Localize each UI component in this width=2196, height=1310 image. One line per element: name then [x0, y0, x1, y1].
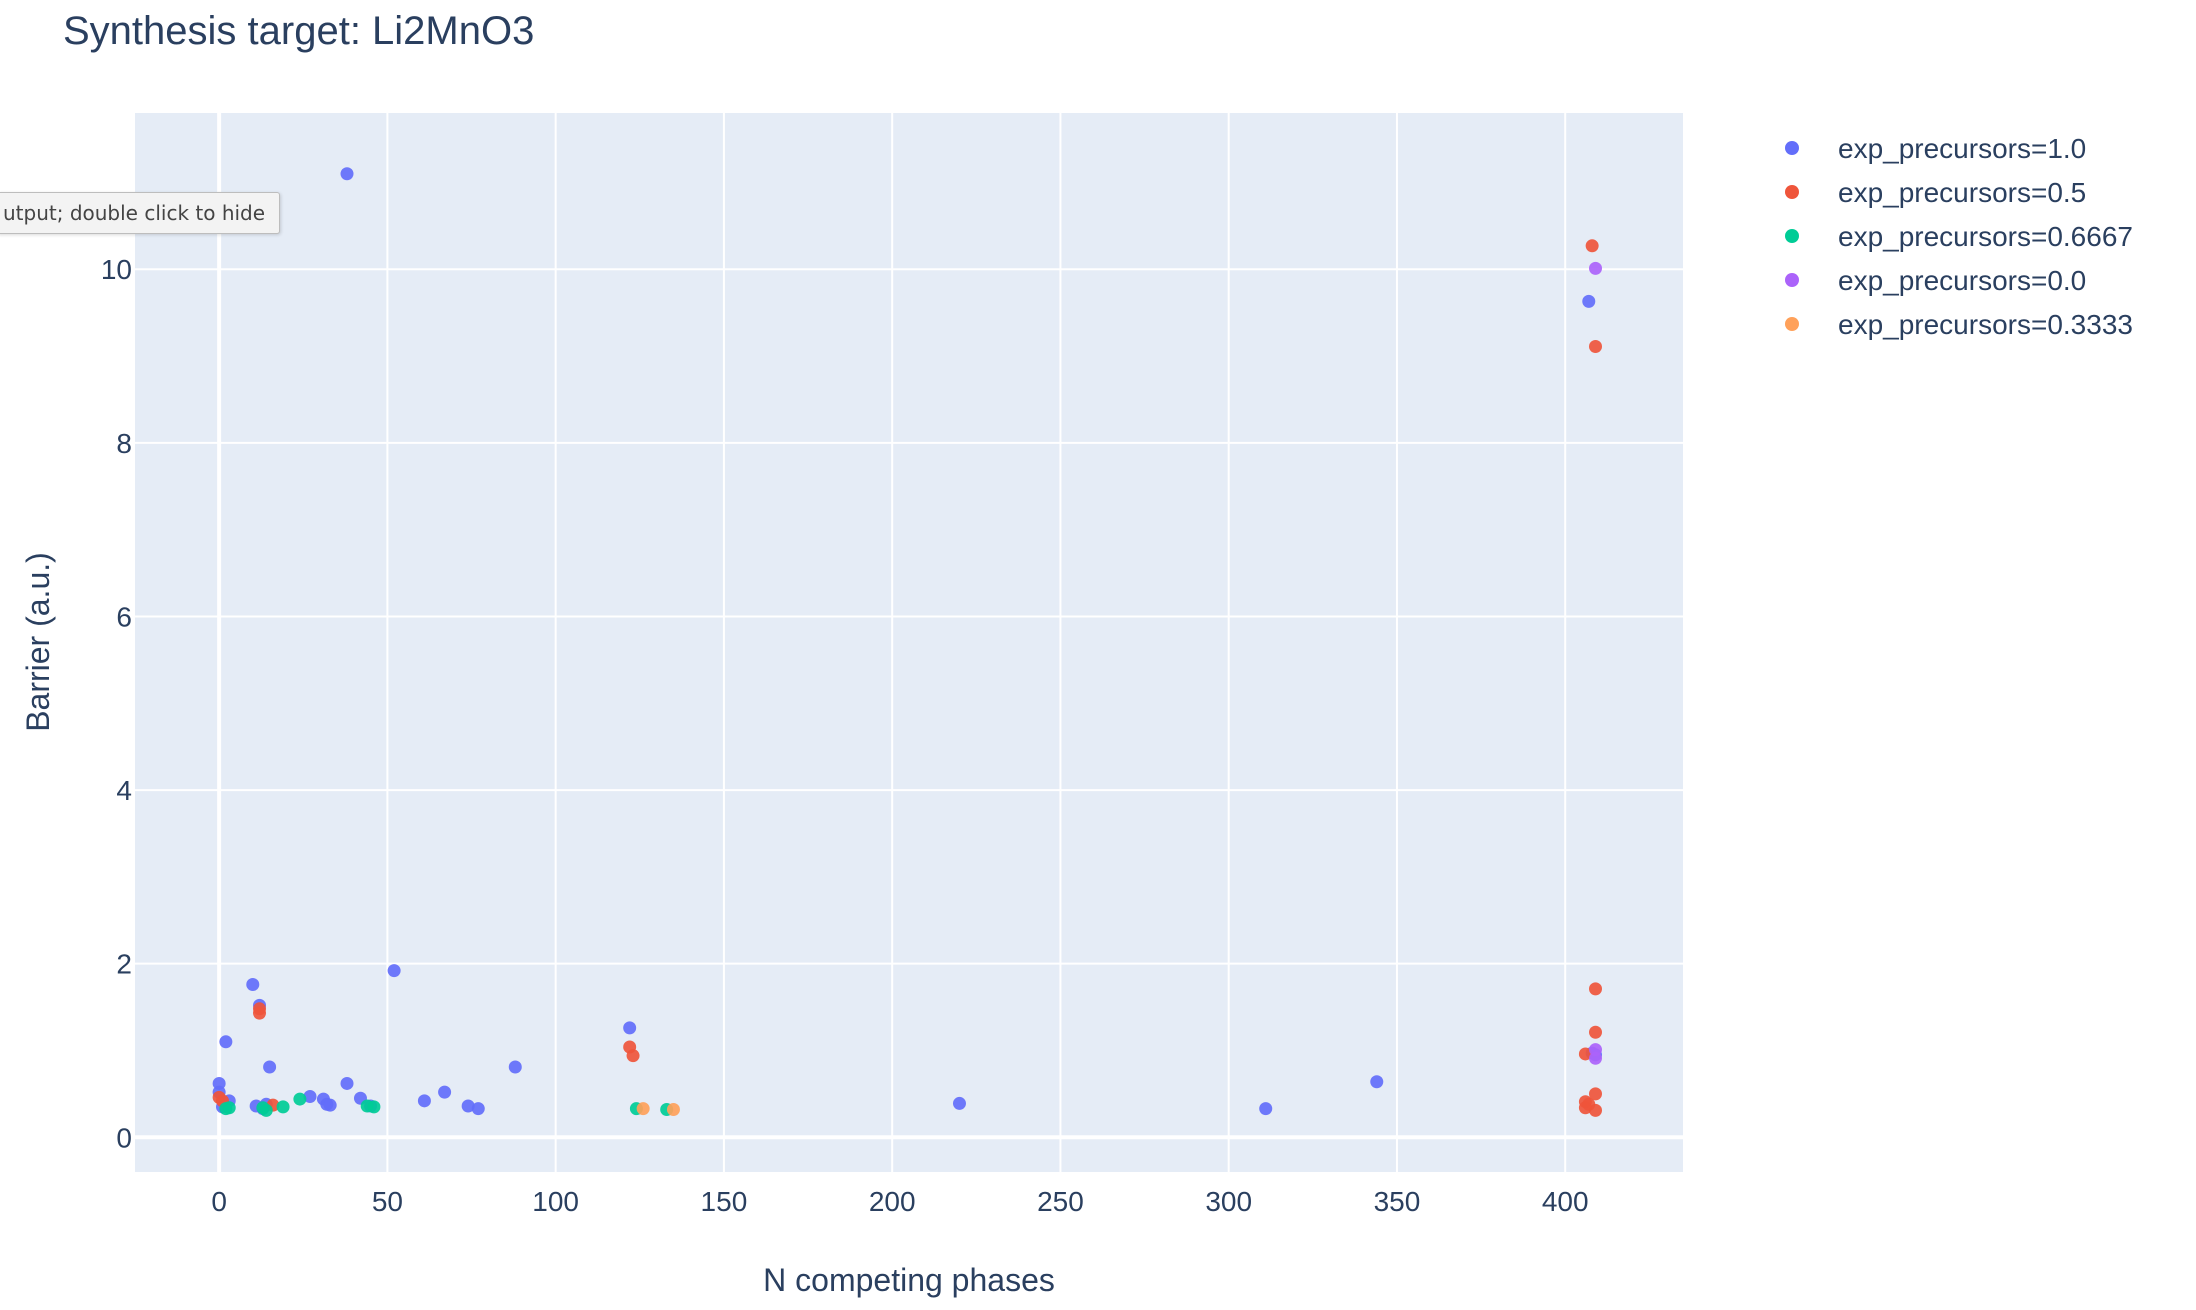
- data-points: [212, 167, 1603, 1117]
- data-point[interactable]: [417, 1094, 431, 1108]
- data-point[interactable]: [222, 1101, 236, 1115]
- data-point[interactable]: [1589, 1025, 1603, 1039]
- x-tick-label: 350: [1374, 1186, 1421, 1217]
- data-point[interactable]: [1589, 261, 1603, 275]
- data-point[interactable]: [952, 1096, 966, 1110]
- grid-lines: [135, 113, 1683, 1172]
- data-point[interactable]: [340, 167, 354, 181]
- data-point[interactable]: [387, 964, 401, 978]
- legend-marker: [1785, 317, 1799, 331]
- data-point[interactable]: [666, 1103, 680, 1117]
- data-point[interactable]: [246, 978, 260, 992]
- data-point[interactable]: [259, 1103, 273, 1117]
- data-point[interactable]: [303, 1089, 317, 1103]
- tick-labels: 0 50 100 150 200 250 300 350 400 0 2 4 6 8 10: [101, 254, 1589, 1217]
- data-point[interactable]: [1582, 294, 1596, 308]
- x-tick-label: 250: [1037, 1186, 1084, 1217]
- legend-label: exp_precursors=0.3333: [1838, 309, 2133, 340]
- data-point[interactable]: [219, 1035, 233, 1049]
- data-point[interactable]: [1578, 1047, 1592, 1061]
- y-tick-label: 0: [116, 1122, 132, 1153]
- legend-label: exp_precursors=0.6667: [1838, 221, 2133, 252]
- data-point[interactable]: [1259, 1102, 1273, 1116]
- x-tick-label: 100: [532, 1186, 579, 1217]
- legend-marker: [1785, 229, 1799, 243]
- x-tick-label: 200: [869, 1186, 916, 1217]
- legend-marker: [1785, 185, 1799, 199]
- data-point[interactable]: [626, 1049, 640, 1063]
- data-point[interactable]: [263, 1060, 277, 1074]
- data-point[interactable]: [438, 1085, 452, 1099]
- y-tick-label: 2: [116, 949, 132, 980]
- y-tick-label: 8: [116, 428, 132, 459]
- data-point[interactable]: [1370, 1075, 1384, 1089]
- data-point[interactable]: [471, 1102, 485, 1116]
- data-point[interactable]: [461, 1099, 475, 1113]
- data-point[interactable]: [1582, 1097, 1596, 1111]
- data-point[interactable]: [1589, 1051, 1603, 1065]
- x-tick-label: 0: [211, 1186, 227, 1217]
- data-point[interactable]: [623, 1021, 637, 1035]
- data-point[interactable]: [508, 1060, 522, 1074]
- series-group: [219, 1092, 674, 1117]
- legend-item[interactable]: exp_precursors=0.0: [1785, 265, 2086, 296]
- data-point[interactable]: [367, 1100, 381, 1114]
- legend-label: exp_precursors=0.5: [1838, 177, 2086, 208]
- y-tick-label: 4: [116, 775, 132, 806]
- x-tick-label: 300: [1205, 1186, 1252, 1217]
- data-point[interactable]: [276, 1100, 290, 1114]
- legend-item[interactable]: exp_precursors=1.0: [1785, 133, 2086, 164]
- legend-item[interactable]: exp_precursors=0.5: [1785, 177, 2086, 208]
- data-point[interactable]: [323, 1098, 337, 1112]
- y-tick-label: 6: [116, 601, 132, 632]
- data-point[interactable]: [1589, 340, 1603, 354]
- data-point[interactable]: [253, 1006, 267, 1020]
- y-tick-label: 10: [101, 254, 132, 285]
- data-point[interactable]: [1589, 982, 1603, 996]
- data-point[interactable]: [1585, 239, 1599, 253]
- data-point[interactable]: [1589, 1087, 1603, 1101]
- series-group: [212, 239, 1603, 1117]
- data-point[interactable]: [293, 1092, 307, 1106]
- x-tick-label: 150: [701, 1186, 748, 1217]
- legend-item[interactable]: exp_precursors=0.3333: [1785, 309, 2133, 340]
- legend[interactable]: exp_precursors=1.0 exp_precursors=0.5 exp_…: [1785, 133, 2133, 340]
- y-axis-title: Barrier (a.u.): [20, 552, 56, 732]
- series-group: [636, 1102, 680, 1117]
- chart-title: Synthesis target: Li2MnO3: [63, 9, 534, 53]
- data-point[interactable]: [340, 1076, 354, 1090]
- x-tick-label: 400: [1542, 1186, 1589, 1217]
- legend-item[interactable]: exp_precursors=0.6667: [1785, 221, 2133, 252]
- plot-background: [135, 113, 1683, 1172]
- legend-label: exp_precursors=1.0: [1838, 133, 2086, 164]
- legend-marker: [1785, 273, 1799, 287]
- series-group: [1589, 261, 1603, 1065]
- data-point[interactable]: [636, 1102, 650, 1116]
- x-axis-title: N competing phases: [763, 1262, 1055, 1298]
- legend-label: exp_precursors=0.0: [1838, 265, 2086, 296]
- legend-hint-tooltip: utput; double click to hide: [0, 192, 281, 234]
- x-tick-label: 50: [372, 1186, 403, 1217]
- legend-marker: [1785, 141, 1799, 155]
